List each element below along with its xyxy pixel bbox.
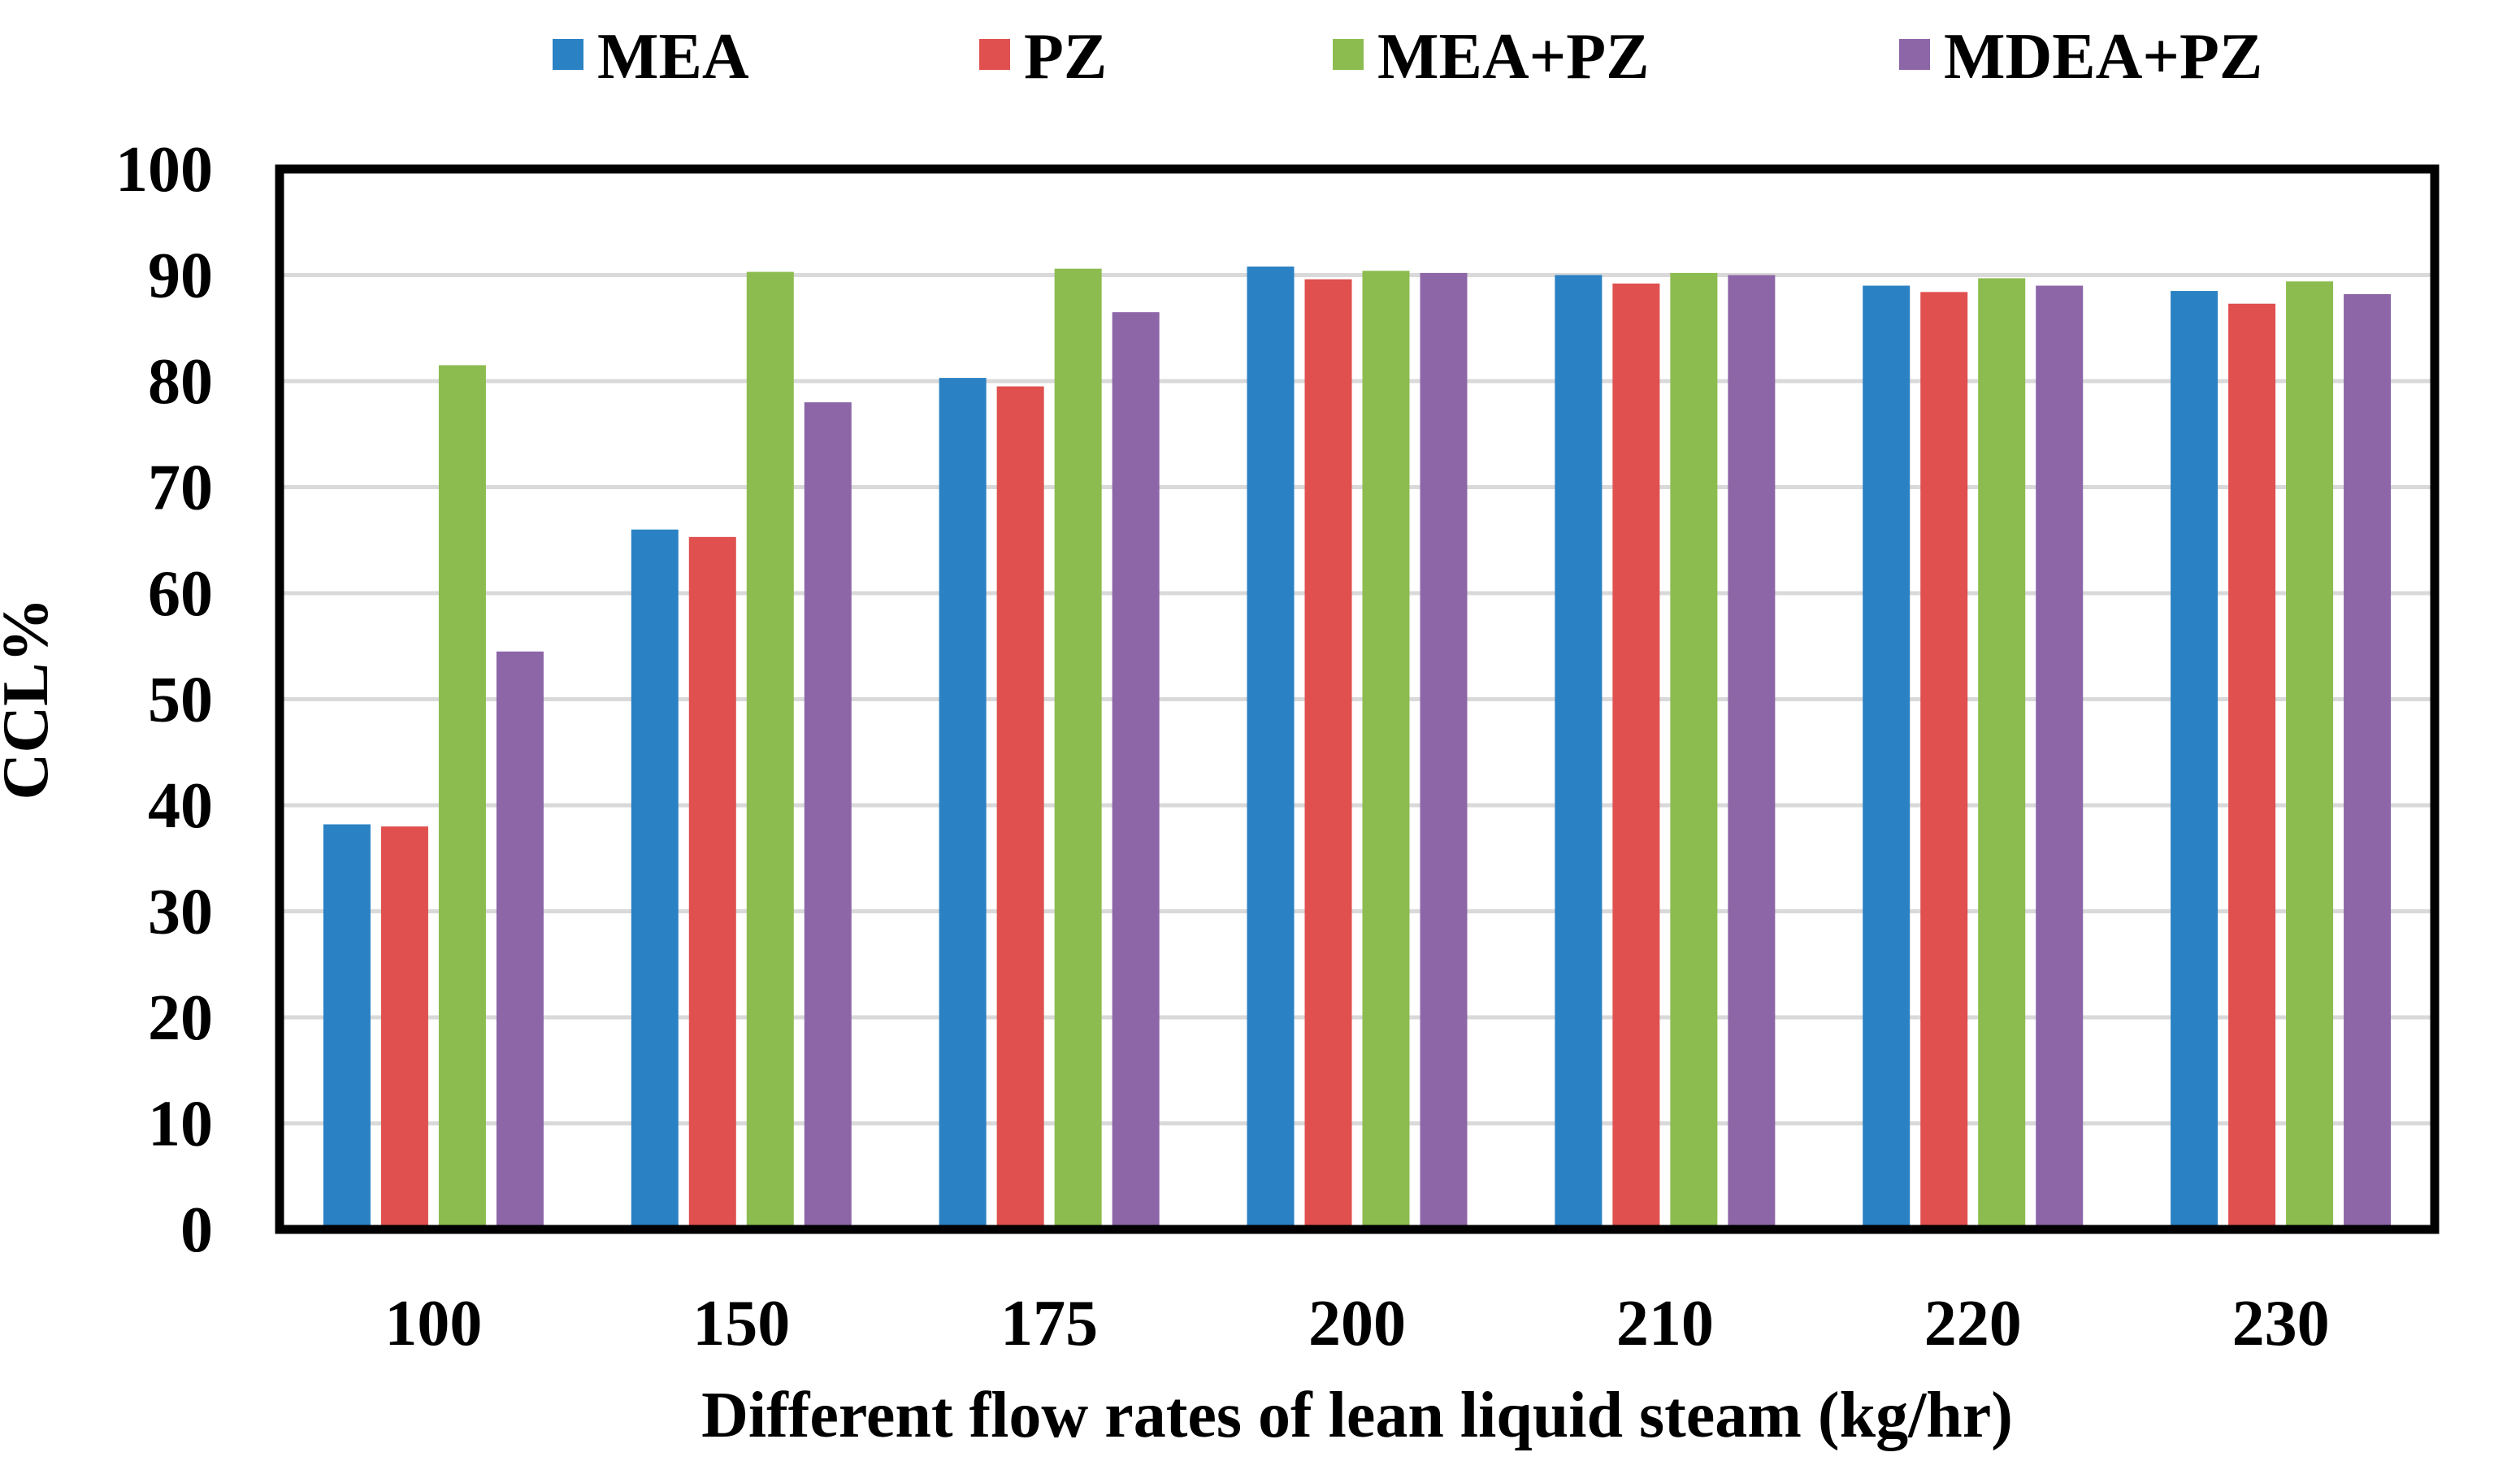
y-tick-label: 40 [148, 770, 213, 842]
legend-item: MDEA+PZ [1899, 21, 2262, 93]
bar-pz-210 [1612, 283, 1660, 1230]
x-tick-label: 100 [384, 1288, 482, 1359]
legend: MEA PZ MEA+PZ MDEA+PZ [553, 21, 2262, 93]
legend-label: PZ [1024, 21, 1107, 93]
y-tick-label: 60 [148, 558, 213, 630]
bar-pz-230 [2228, 303, 2276, 1229]
legend-label: MDEA+PZ [1944, 21, 2262, 93]
gridlines [280, 273, 2435, 1125]
bar-mea-230 [2171, 291, 2219, 1230]
y-tick-label: 100 [115, 134, 213, 206]
bar-pz-150 [688, 536, 736, 1229]
legend-swatch [979, 39, 1010, 70]
bar-mdea-pz-150 [804, 402, 852, 1230]
x-tick-label: 220 [1924, 1288, 2022, 1359]
bar-pz-100 [380, 826, 428, 1229]
bar-mea-220 [1863, 285, 1911, 1229]
bar-mdea-pz-220 [2036, 285, 2084, 1229]
y-tick-label: 90 [148, 241, 213, 312]
bar-mea-100 [323, 824, 371, 1229]
bar-pz-175 [996, 386, 1044, 1229]
y-tick-label: 10 [148, 1089, 213, 1160]
bar-pz-220 [1920, 292, 1968, 1229]
x-tick-label: 230 [2232, 1288, 2330, 1359]
y-tick-label: 80 [148, 346, 213, 418]
bar-mea-210 [1555, 275, 1603, 1229]
x-tick-label: 200 [1308, 1288, 1406, 1359]
y-tick-label: 30 [148, 877, 213, 948]
bar-mea-pz-150 [746, 271, 794, 1230]
legend-label: MEA+PZ [1377, 21, 1649, 93]
bar-mdea-pz-100 [496, 651, 544, 1229]
bar-mea-150 [631, 529, 679, 1229]
bar-mdea-pz-210 [1728, 275, 1776, 1229]
bar-pz-200 [1304, 279, 1352, 1230]
y-tick-label: 70 [148, 453, 213, 524]
legend-label: MEA [597, 21, 749, 93]
bar-mea-200 [1247, 267, 1295, 1229]
x-axis-ticks: 100 150 175 200 210 220 230 [384, 1288, 2329, 1359]
legend-item: MEA [553, 21, 749, 93]
bar-mea-pz-210 [1670, 272, 1718, 1229]
y-tick-label: 20 [148, 982, 213, 1054]
bar-mea-pz-230 [2286, 281, 2334, 1230]
x-tick-label: 175 [1000, 1288, 1098, 1359]
bar-mea-pz-220 [1978, 278, 2026, 1229]
bar-mdea-pz-175 [1112, 312, 1160, 1229]
y-tick-label: 50 [148, 665, 213, 736]
x-tick-label: 150 [692, 1288, 790, 1359]
legend-swatch [1333, 39, 1364, 70]
y-axis-ticks: 0 10 20 30 40 50 60 70 80 90 100 [115, 134, 213, 1266]
bar-mdea-pz-200 [1420, 272, 1468, 1229]
x-tick-label: 210 [1616, 1288, 1714, 1359]
legend-swatch [1899, 39, 1930, 70]
bar-mea-pz-200 [1362, 271, 1410, 1229]
y-tick-label: 0 [180, 1194, 213, 1266]
legend-item: PZ [979, 21, 1107, 93]
x-axis-title: Different flow rates of lean liquid stea… [701, 1380, 2013, 1451]
plot-frame [275, 164, 2440, 1234]
legend-item: MEA+PZ [1333, 21, 1649, 93]
legend-swatch [553, 39, 583, 70]
bars [323, 267, 2392, 1230]
bar-mdea-pz-230 [2344, 293, 2392, 1229]
bar-mea-175 [939, 378, 987, 1230]
bar-mea-pz-175 [1054, 268, 1102, 1229]
y-axis-title: CCL% [0, 598, 62, 800]
bar-mea-pz-100 [438, 365, 486, 1229]
